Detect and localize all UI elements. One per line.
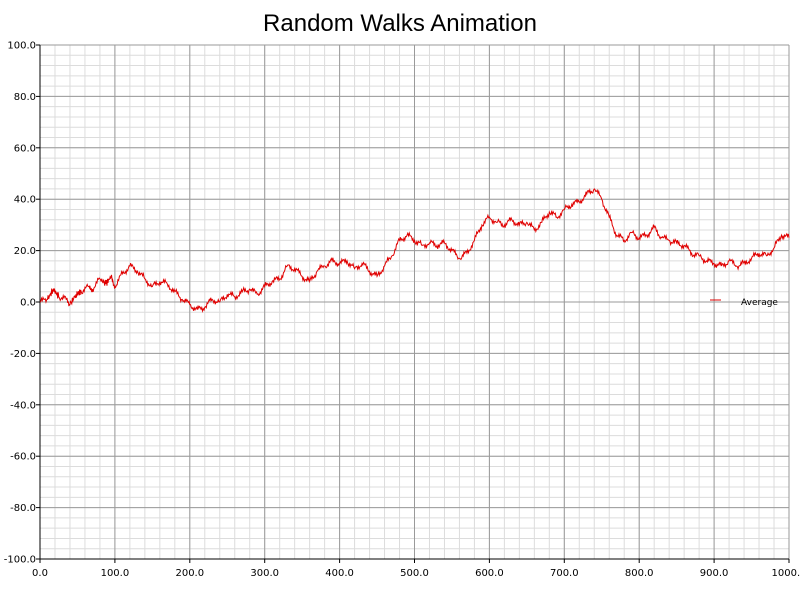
- x-tick-label: 100.0: [101, 568, 130, 579]
- x-tick-label: 500.0: [400, 568, 429, 579]
- x-axis-ticks: 0.0 100.0 200.0 300.0 400.0 500.0 600.0 700.0 80…: [32, 559, 800, 579]
- y-tick-label: 0.0: [20, 298, 36, 309]
- x-tick-label: 800.0: [625, 568, 654, 579]
- y-tick-label: -100.0: [4, 555, 36, 566]
- x-tick-label: 900.0: [700, 568, 729, 579]
- grid-major: [39, 44, 790, 560]
- x-tick-label: 600.0: [475, 568, 504, 579]
- x-tick-label: 300.0: [250, 568, 279, 579]
- legend-label: Average: [741, 298, 778, 308]
- x-tick-label: 1000.0: [772, 568, 800, 579]
- x-tick-label: 400.0: [325, 568, 354, 579]
- y-axis-ticks: 100.0 80.0 60.0 40.0 20.0 0.0 -20.0 -40.0 -60.0 -…: [4, 41, 40, 566]
- series-line-average: [39, 188, 790, 313]
- y-tick-label: 40.0: [14, 195, 36, 206]
- x-tick-label: 700.0: [550, 568, 579, 579]
- y-tick-label: -60.0: [10, 452, 36, 463]
- y-tick-label: 100.0: [7, 41, 36, 52]
- chart-title: Random Walks Animation: [263, 10, 537, 37]
- y-tick-label: 20.0: [14, 246, 36, 257]
- y-tick-label: -40.0: [10, 400, 36, 411]
- y-tick-label: -20.0: [10, 349, 36, 360]
- y-tick-label: -80.0: [10, 503, 36, 514]
- y-tick-label: 60.0: [14, 143, 36, 154]
- series-layer: [39, 188, 790, 313]
- x-tick-label: 0.0: [32, 568, 48, 579]
- legend: Average: [710, 298, 778, 308]
- y-tick-label: 80.0: [14, 92, 36, 103]
- x-tick-label: 200.0: [175, 568, 204, 579]
